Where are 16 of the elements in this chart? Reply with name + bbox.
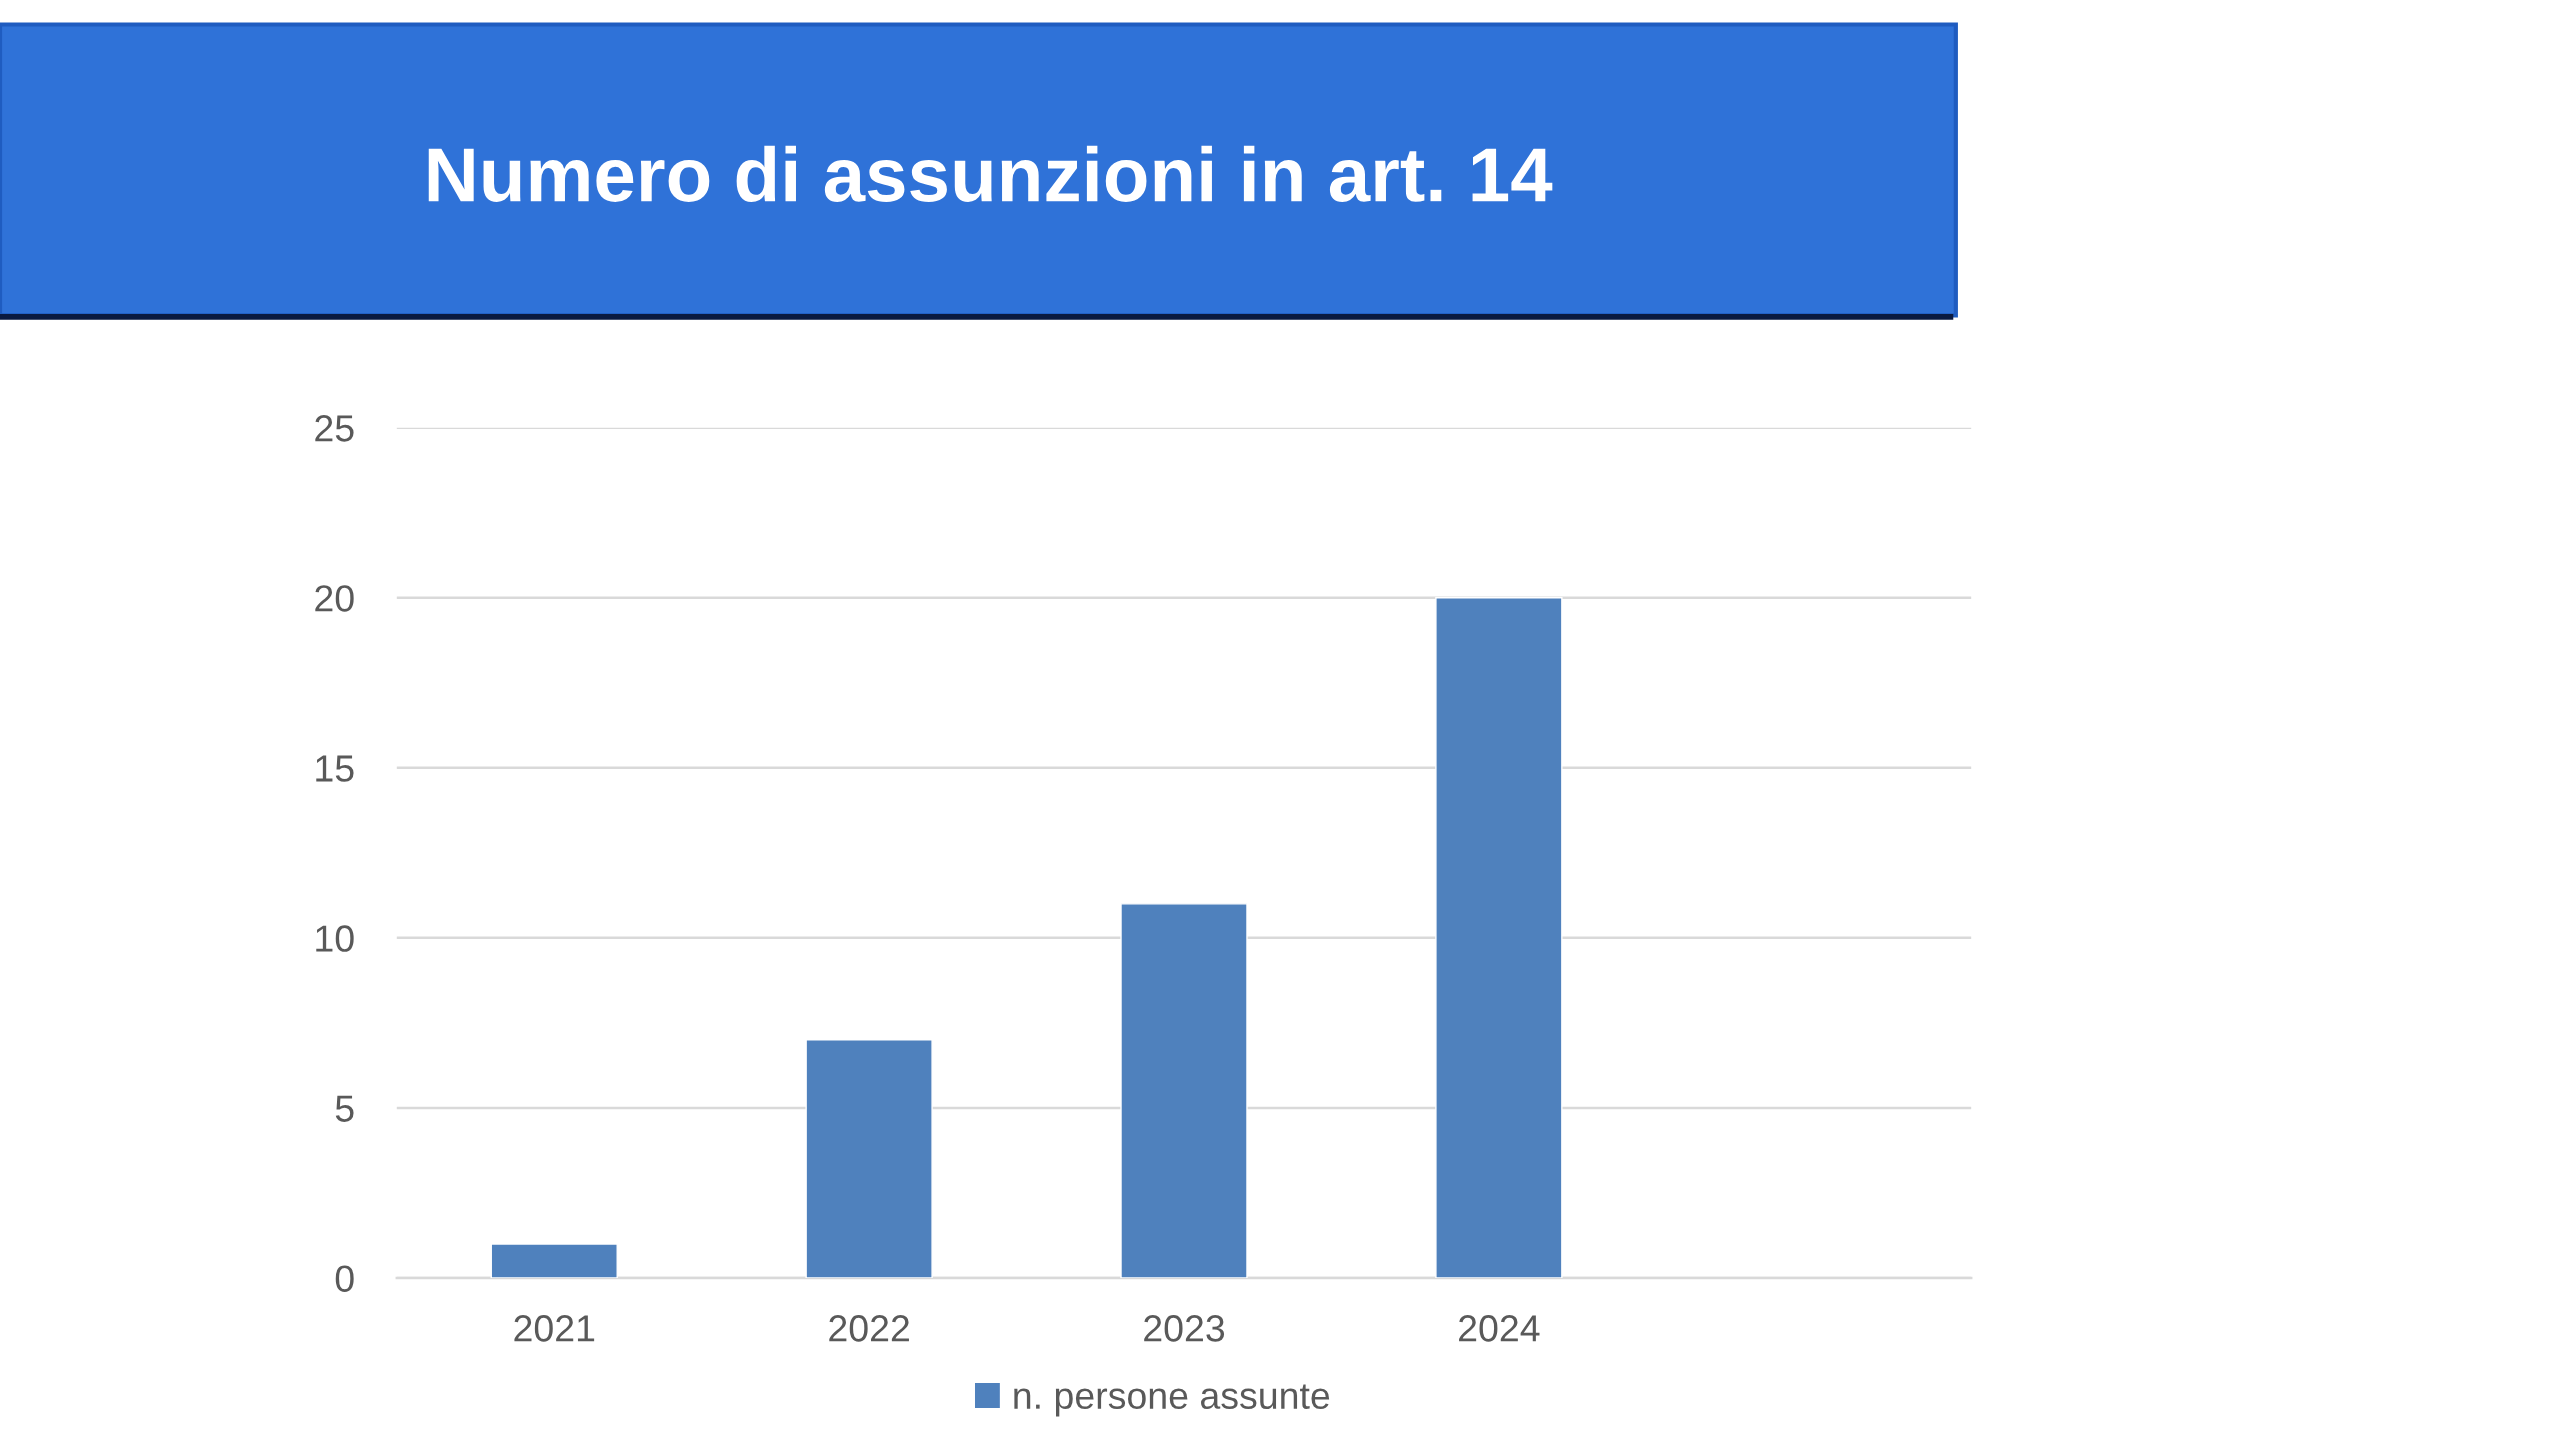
legend-label: n. persone assunte <box>1014 1384 1330 1417</box>
x-tick-label: 2024 <box>1459 1315 1540 1342</box>
y-tick-label: 15 <box>316 755 354 782</box>
y-tick-label: 20 <box>315 585 354 612</box>
chart-title: Numero di assunzioni in art. 14 <box>428 145 1553 202</box>
bar <box>1435 597 1563 1278</box>
x-tick-label: 2021 <box>514 1315 595 1342</box>
bar <box>1120 903 1248 1278</box>
y-tick-label: 5 <box>335 1095 354 1122</box>
x-tick-label: 2023 <box>1144 1315 1225 1342</box>
y-tick-label: 25 <box>315 415 354 442</box>
bar <box>805 1039 933 1278</box>
y-tick-label: 10 <box>316 925 354 952</box>
bar <box>490 1243 618 1278</box>
y-tick-label: 0 <box>335 1265 354 1292</box>
x-tick-label: 2022 <box>829 1315 909 1342</box>
